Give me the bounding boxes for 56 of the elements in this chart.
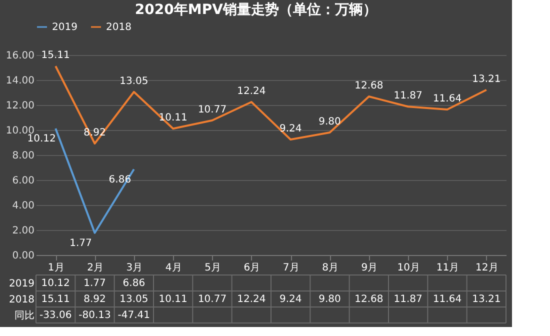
x-tick-label: 6月 [244,262,260,274]
x-tick-label: 10月 [397,262,420,274]
text: -47.41 [118,310,150,321]
text: -80.13 [78,310,111,321]
text: 9.24 [279,124,302,134]
x-tick-label: 4月 [165,262,182,274]
x-tick-label: 1月 [48,262,64,274]
data-label: 11.87 [394,294,422,305]
x-tick-label: 9月 [361,262,378,274]
text: 11.87 [394,90,422,102]
data-label: 11.64 [432,294,462,305]
data-label: 13.05 [120,294,148,305]
y-tick-label: 0.00 [12,250,34,262]
data-label: 6.86 [122,278,146,289]
chart-title: 2020年MPV销量走势（单位：万辆） [134,2,377,18]
text: 15.11 [41,50,70,62]
y-tick-label: 12.00 [6,100,34,112]
legend-label: 2018 [106,22,132,33]
y-tick-label: 6.00 [12,176,34,186]
text: 13.05 [120,76,148,87]
x-tick-label: 12月 [476,262,498,274]
data-label: 13.21 [472,294,501,305]
data-label: 12.68 [354,294,384,305]
data-label: 8.92 [84,294,106,305]
y-tick-label: 4.00 [12,200,34,212]
text: 9.80 [318,116,341,128]
data-label: 10.12 [41,278,70,289]
text: -33.06 [39,310,72,321]
text: 10.77 [198,104,227,116]
data-label: 10.77 [198,294,227,305]
legend-label: 2019 [52,22,78,33]
data-label: 9.80 [318,294,341,305]
x-tick-label: 8月 [322,262,338,274]
x-tick-label: 7月 [282,262,300,274]
data-label: 1.77 [84,278,106,289]
x-tick-label: 2月 [87,262,104,274]
y-tick-label: 16.00 [6,50,34,62]
x-tick-label: 3月 [126,262,143,274]
data-label: 10.11 [158,294,188,305]
text: 12.24 [237,86,266,97]
text: 2019 [9,278,34,290]
data-label: 9.24 [279,294,302,305]
y-tick-label: 2.00 [12,226,34,236]
y-tick-label: 14.00 [6,76,34,86]
text: 1.77 [70,238,92,249]
data-label: 15.11 [41,294,70,305]
text: 13.21 [472,74,501,85]
text: 2018 [9,294,34,306]
text: 11.64 [432,94,462,104]
data-label: 12.24 [237,294,266,305]
x-tick-label: 11月 [436,262,460,274]
text: 同比 [14,310,34,322]
text: 12.68 [354,80,384,92]
text: 10.12 [27,134,56,144]
x-tick-label: 5月 [204,262,221,274]
y-tick-label: 8.00 [12,150,34,162]
